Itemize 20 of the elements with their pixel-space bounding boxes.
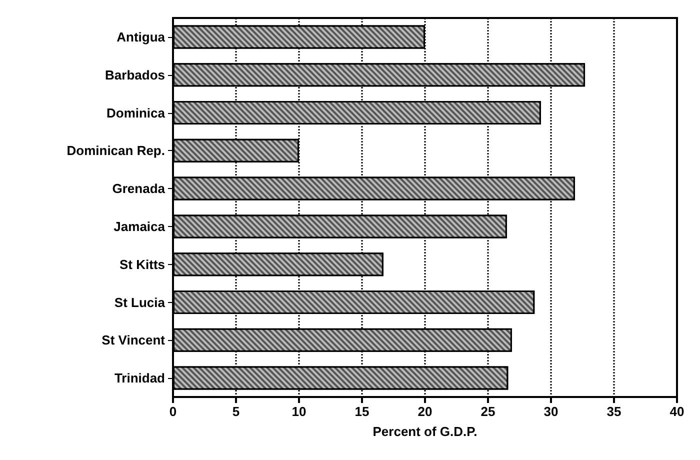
x-tick-label: 20 — [418, 404, 432, 419]
x-axis-title: Percent of G.D.P. — [372, 424, 478, 439]
y-tick-label: Trinidad — [114, 370, 166, 386]
y-tick-label: Barbados — [105, 67, 165, 82]
x-tick-label: 30 — [544, 404, 558, 419]
x-tick-label: 5 — [232, 404, 240, 419]
y-tick-label: Grenada — [112, 181, 166, 196]
y-tick-label: St Lucia — [114, 294, 166, 310]
x-tick-label: 25 — [480, 404, 496, 419]
x-tick-label: 35 — [606, 404, 622, 419]
y-tick-label: Dominican Rep. — [66, 143, 165, 158]
y-tick-label: Jamaica — [114, 218, 166, 234]
x-tick-label: 40 — [670, 404, 684, 419]
y-tick-label: Dominica — [106, 105, 166, 120]
y-tick-label: Antigua — [116, 29, 166, 44]
x-tick-label: 10 — [292, 404, 306, 419]
x-tick-label: 15 — [354, 404, 370, 419]
y-tick-label: St Vincent — [102, 332, 166, 348]
y-tick-label: St Kitts — [120, 256, 165, 272]
x-tick-label: 0 — [169, 404, 177, 419]
